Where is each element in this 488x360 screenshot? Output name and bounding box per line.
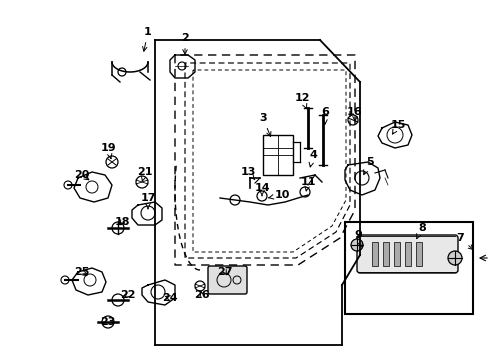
Text: 17: 17 [140, 193, 156, 209]
Text: 12: 12 [294, 93, 309, 109]
Text: 16: 16 [346, 107, 362, 121]
Text: 23: 23 [100, 317, 116, 327]
Text: 7: 7 [455, 233, 472, 249]
Bar [345, 222, 472, 314]
Bar [371, 242, 377, 266]
Text: 14: 14 [254, 183, 269, 196]
Circle shape [447, 251, 461, 265]
Bar [263, 135, 292, 175]
Text: 21: 21 [137, 167, 152, 181]
Text: 19: 19 [100, 143, 116, 159]
Text: 26: 26 [194, 290, 209, 300]
Text: 5: 5 [363, 157, 373, 175]
Text: 2: 2 [181, 33, 188, 54]
FancyBboxPatch shape [356, 235, 457, 273]
Text: 3: 3 [259, 113, 270, 136]
Text: 4: 4 [308, 150, 316, 167]
Text: 8: 8 [416, 223, 425, 239]
Text: 24: 24 [162, 293, 178, 303]
Text: 27: 27 [217, 267, 232, 277]
Text: 6: 6 [321, 107, 328, 124]
Text: 18: 18 [114, 217, 129, 227]
Circle shape [350, 239, 362, 251]
Text: 10: 10 [268, 190, 289, 200]
Bar [382, 242, 388, 266]
FancyBboxPatch shape [207, 266, 246, 294]
Bar [393, 242, 399, 266]
Text: 20: 20 [74, 170, 89, 180]
Text: 13: 13 [240, 167, 255, 180]
Text: 1: 1 [142, 27, 152, 51]
Text: 9: 9 [353, 230, 362, 247]
Text: 11: 11 [300, 177, 315, 191]
Text: 22: 22 [120, 290, 136, 300]
Bar [404, 242, 410, 266]
Bar [415, 242, 421, 266]
Text: 25: 25 [74, 267, 89, 277]
Text: 15: 15 [389, 120, 405, 134]
